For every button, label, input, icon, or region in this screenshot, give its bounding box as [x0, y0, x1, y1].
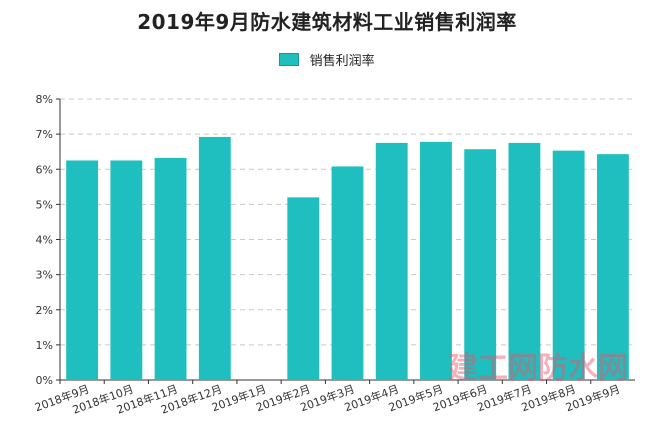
y-tick-label: 8%	[36, 93, 53, 106]
bar	[464, 149, 497, 380]
legend: 销售利润率	[0, 50, 654, 69]
legend-label: 销售利润率	[309, 54, 375, 69]
y-tick-label: 4%	[36, 234, 53, 247]
y-tick-label: 1%	[36, 339, 53, 352]
y-tick-label: 0%	[36, 374, 53, 387]
y-tick-label: 3%	[36, 269, 53, 282]
chart-title: 2019年9月防水建筑材料工业销售利润率	[137, 10, 517, 34]
bar	[420, 141, 452, 380]
y-tick-label: 2%	[36, 304, 53, 317]
bar	[331, 166, 364, 380]
bar	[110, 160, 143, 380]
y-tick-label: 6%	[36, 163, 53, 176]
bar	[552, 150, 585, 380]
bar	[508, 142, 541, 380]
bar	[287, 197, 320, 380]
y-tick-label: 5%	[36, 198, 53, 211]
y-tick-label: 7%	[36, 128, 53, 141]
watermark-text: 建工网防水网	[448, 351, 628, 386]
bar	[596, 154, 629, 380]
legend-swatch	[279, 53, 300, 66]
bar	[198, 136, 231, 380]
bar	[375, 142, 408, 380]
bar	[66, 160, 99, 380]
bar	[154, 158, 187, 380]
